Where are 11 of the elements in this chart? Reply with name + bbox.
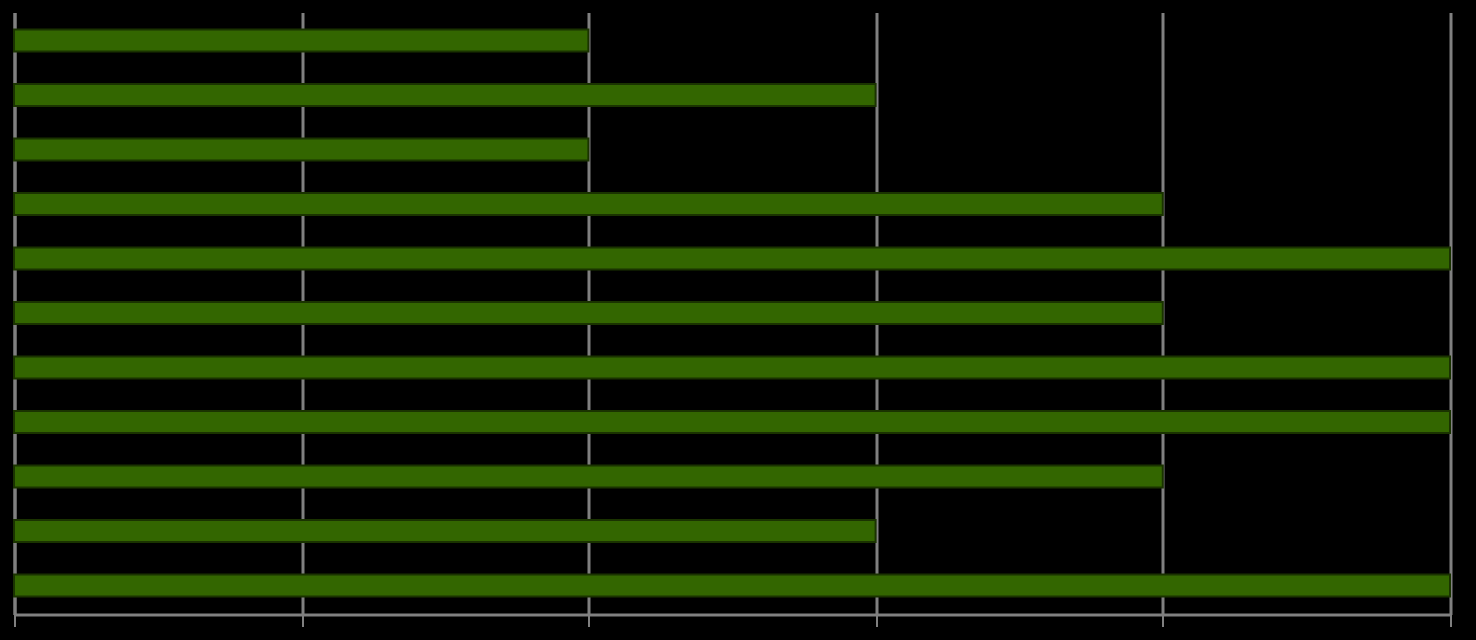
bar (13, 246, 1451, 271)
bar (13, 355, 1451, 380)
bar (13, 192, 1164, 217)
bar (13, 518, 877, 543)
bar (13, 83, 877, 108)
bar (13, 301, 1164, 325)
bar (13, 464, 1164, 489)
bar (13, 409, 1451, 434)
bar (13, 28, 590, 53)
bar (13, 137, 590, 162)
bar (13, 573, 1451, 598)
